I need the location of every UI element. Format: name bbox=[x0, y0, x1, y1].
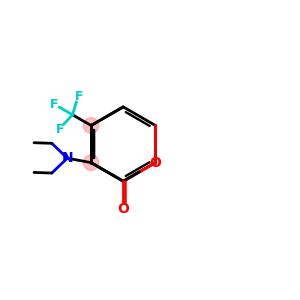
Text: O: O bbox=[117, 202, 129, 216]
Text: F: F bbox=[50, 98, 58, 111]
Circle shape bbox=[83, 155, 99, 170]
Text: N: N bbox=[61, 151, 73, 165]
Text: F: F bbox=[56, 123, 64, 136]
Text: F: F bbox=[75, 90, 84, 103]
Circle shape bbox=[83, 118, 99, 133]
Text: O: O bbox=[149, 156, 161, 170]
